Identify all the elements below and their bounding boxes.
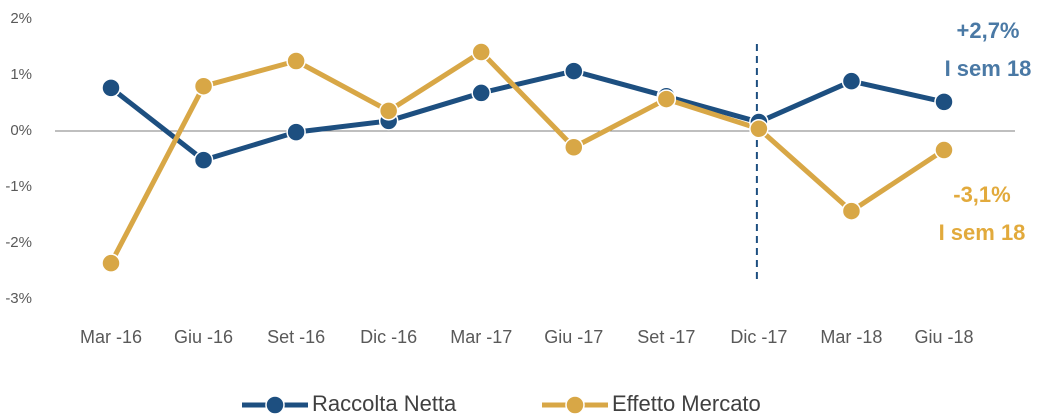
legend-label: Raccolta Netta (312, 391, 457, 416)
annotation: -3,1% (953, 182, 1010, 207)
y-tick-label: -1% (5, 178, 32, 195)
y-tick-label: -2% (5, 234, 32, 251)
legend-label: Effetto Mercato (612, 391, 761, 416)
x-tick-label: Giu -17 (544, 327, 603, 347)
point (471, 42, 491, 62)
point (471, 83, 491, 103)
x-tick-label: Dic -16 (360, 327, 417, 347)
x-tick-label: Mar -16 (80, 327, 142, 347)
legend-marker (265, 395, 285, 415)
point (378, 101, 399, 121)
point (286, 51, 306, 71)
point (101, 78, 121, 98)
x-tick-label: Set -17 (637, 327, 695, 347)
x-tick-label: Mar -18 (820, 327, 882, 347)
point (101, 253, 121, 273)
x-tick-label: Set -16 (267, 327, 325, 347)
legend-marker (565, 395, 585, 415)
point (934, 92, 954, 112)
y-tick-label: 0% (10, 122, 32, 139)
point (564, 137, 584, 157)
series-line (108, 49, 946, 265)
point (841, 71, 862, 91)
x-tick-label: Giu -16 (174, 327, 233, 347)
annotation: +2,7% (957, 18, 1020, 43)
series-line (109, 68, 945, 163)
x-tick-label: Mar -17 (450, 327, 512, 347)
point (749, 119, 769, 139)
y-tick-label: 2% (10, 10, 32, 27)
point (564, 61, 584, 81)
y-tick-label: -3% (5, 290, 32, 307)
annotation: I sem 18 (939, 220, 1026, 245)
x-tick-label: Dic -17 (730, 327, 787, 347)
y-tick-label: 1% (10, 66, 32, 83)
annotation: I sem 18 (945, 56, 1032, 81)
point (193, 150, 214, 170)
point (841, 201, 862, 221)
x-tick-label: Giu -18 (914, 327, 973, 347)
point (656, 89, 677, 109)
point (193, 76, 214, 96)
point (286, 122, 306, 142)
point (934, 140, 954, 160)
